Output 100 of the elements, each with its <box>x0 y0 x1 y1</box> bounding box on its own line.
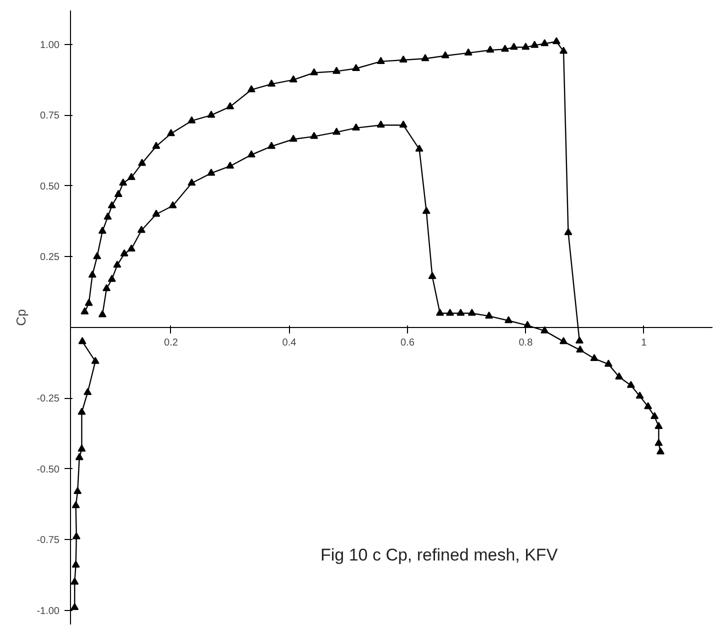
y-tick-label: 0.75 <box>40 110 60 122</box>
point <box>436 308 444 316</box>
point <box>84 298 93 306</box>
point <box>267 80 276 87</box>
point <box>636 392 644 399</box>
y-tick-label: -0.50 <box>36 464 60 476</box>
point <box>656 447 664 454</box>
point <box>486 46 494 53</box>
x-tick-label: 1 <box>641 337 648 348</box>
point <box>75 453 84 460</box>
point <box>120 249 128 256</box>
point <box>91 356 100 364</box>
point <box>247 150 256 158</box>
point <box>626 380 635 388</box>
point <box>604 360 612 367</box>
point <box>310 132 318 139</box>
point <box>650 412 659 420</box>
point <box>102 284 111 292</box>
point <box>113 260 122 268</box>
y-axis-title: Cp <box>14 309 29 326</box>
point <box>485 312 494 319</box>
point <box>504 316 513 324</box>
point <box>267 142 276 149</box>
point <box>456 308 465 316</box>
point <box>188 116 196 124</box>
y-tick-label: -1.00 <box>36 606 60 617</box>
point <box>72 501 80 508</box>
point <box>376 56 385 64</box>
point <box>399 120 408 128</box>
point <box>422 206 430 214</box>
point <box>152 142 160 149</box>
y-tick-label: 0.50 <box>40 181 60 192</box>
x-tick-label: 0.4 <box>282 337 297 348</box>
point <box>207 110 216 118</box>
point <box>510 42 518 50</box>
point <box>98 226 106 234</box>
point <box>84 388 92 395</box>
point <box>108 201 116 208</box>
y-tick-label: 1.00 <box>40 40 60 51</box>
point <box>428 272 436 279</box>
point <box>98 310 106 318</box>
y-tick-label: -0.75 <box>36 535 60 546</box>
point <box>207 168 216 176</box>
point <box>74 486 82 494</box>
point <box>552 37 560 44</box>
point <box>332 66 341 74</box>
point <box>575 336 584 344</box>
point <box>226 102 234 110</box>
point <box>501 44 510 52</box>
point <box>137 226 146 233</box>
point <box>590 354 598 362</box>
point <box>576 346 584 353</box>
point <box>152 210 160 217</box>
point <box>127 244 136 252</box>
point <box>93 252 102 260</box>
x-tick-label: 0.6 <box>400 337 415 348</box>
y-tick-label: 0.25 <box>40 252 60 264</box>
point <box>560 46 568 54</box>
point <box>70 602 79 610</box>
point <box>72 560 80 568</box>
point <box>88 270 96 278</box>
point <box>188 178 196 186</box>
point <box>70 578 79 585</box>
point <box>352 64 360 72</box>
point <box>310 68 318 76</box>
point <box>564 228 572 236</box>
point <box>289 134 298 142</box>
point <box>166 129 175 136</box>
point <box>468 308 476 316</box>
point <box>127 172 136 180</box>
point <box>168 201 177 208</box>
y-tick-label: -0.25 <box>36 394 60 405</box>
point <box>78 444 86 452</box>
point <box>78 408 86 415</box>
point <box>644 402 652 410</box>
point <box>464 48 472 56</box>
point <box>560 337 568 344</box>
annotation: Fig 10 c Cp, refined mesh, KFV <box>320 546 558 564</box>
point <box>446 308 454 316</box>
x-tick-label: 0.2 <box>164 337 178 348</box>
point <box>540 39 549 46</box>
point <box>522 42 530 50</box>
point <box>615 372 624 380</box>
point <box>376 120 385 128</box>
point <box>289 75 298 82</box>
point <box>654 422 663 429</box>
point <box>80 307 89 314</box>
point <box>421 54 430 62</box>
x-tick-label: 0.8 <box>518 337 534 348</box>
point <box>226 162 234 169</box>
point <box>78 337 86 344</box>
point <box>654 438 663 446</box>
point <box>352 123 360 130</box>
point <box>530 40 539 48</box>
point <box>399 55 408 63</box>
point <box>104 212 112 220</box>
point <box>72 532 80 540</box>
point <box>114 190 122 197</box>
point <box>441 51 450 58</box>
point <box>108 274 116 282</box>
